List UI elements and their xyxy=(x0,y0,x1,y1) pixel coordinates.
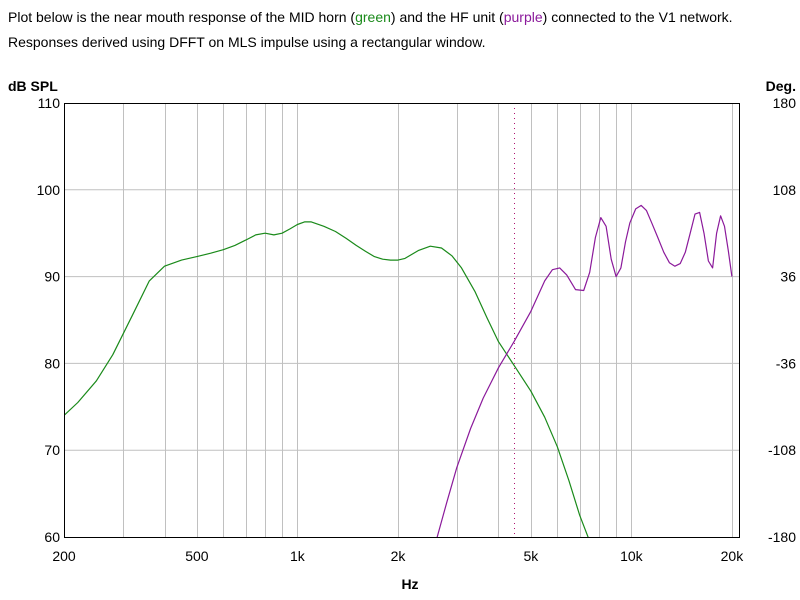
y-tick-label-right: -180 xyxy=(768,529,796,545)
grid xyxy=(64,103,739,537)
caption-text: ) connected to the V1 network. xyxy=(542,9,733,25)
caption-text: ) and the HF unit ( xyxy=(390,9,504,25)
plot-frame xyxy=(64,103,740,538)
y-tick-label-right: -108 xyxy=(768,442,796,458)
x-tick-label: 10k xyxy=(620,548,644,564)
x-tick-label: 2k xyxy=(391,548,407,564)
caption-line-1: Plot below is the near mouth response of… xyxy=(8,9,733,25)
x-tick-label: 200 xyxy=(52,548,76,564)
x-tick-label: 500 xyxy=(185,548,209,564)
y-tick-label: 100 xyxy=(37,182,61,198)
green-series-line xyxy=(64,221,589,537)
tick-labels: 60 70 80 90 100 110 -180 -108 -36 36 108 180 200 500 1… xyxy=(37,95,797,564)
caption-purple-word: purple xyxy=(503,9,543,25)
y-tick-label: 60 xyxy=(44,529,60,545)
x-tick-label: 5k xyxy=(523,548,539,564)
y-tick-label: 70 xyxy=(44,442,60,458)
y-tick-label-right: 180 xyxy=(773,95,797,111)
y-tick-label-right: 36 xyxy=(780,269,796,285)
purple-series-line xyxy=(436,204,733,537)
caption-green-word: green xyxy=(355,9,391,25)
y-axis-label-left: dB SPL xyxy=(8,78,58,94)
caption-line-2: Responses derived using DFFT on MLS impu… xyxy=(8,34,486,50)
x-tick-label: 20k xyxy=(721,548,745,564)
y-tick-label-right: -36 xyxy=(776,355,796,371)
series-group xyxy=(64,204,733,537)
y-tick-label: 80 xyxy=(44,355,60,371)
y-tick-label: 110 xyxy=(38,95,61,111)
x-tick-label: 1k xyxy=(290,548,306,564)
x-axis-label: Hz xyxy=(401,576,418,592)
y-tick-label-right: 108 xyxy=(773,182,797,198)
y-tick-label: 90 xyxy=(44,269,60,285)
caption-text: Plot below is the near mouth response of… xyxy=(8,9,356,25)
y-axis-label-right: Deg. xyxy=(766,78,796,94)
